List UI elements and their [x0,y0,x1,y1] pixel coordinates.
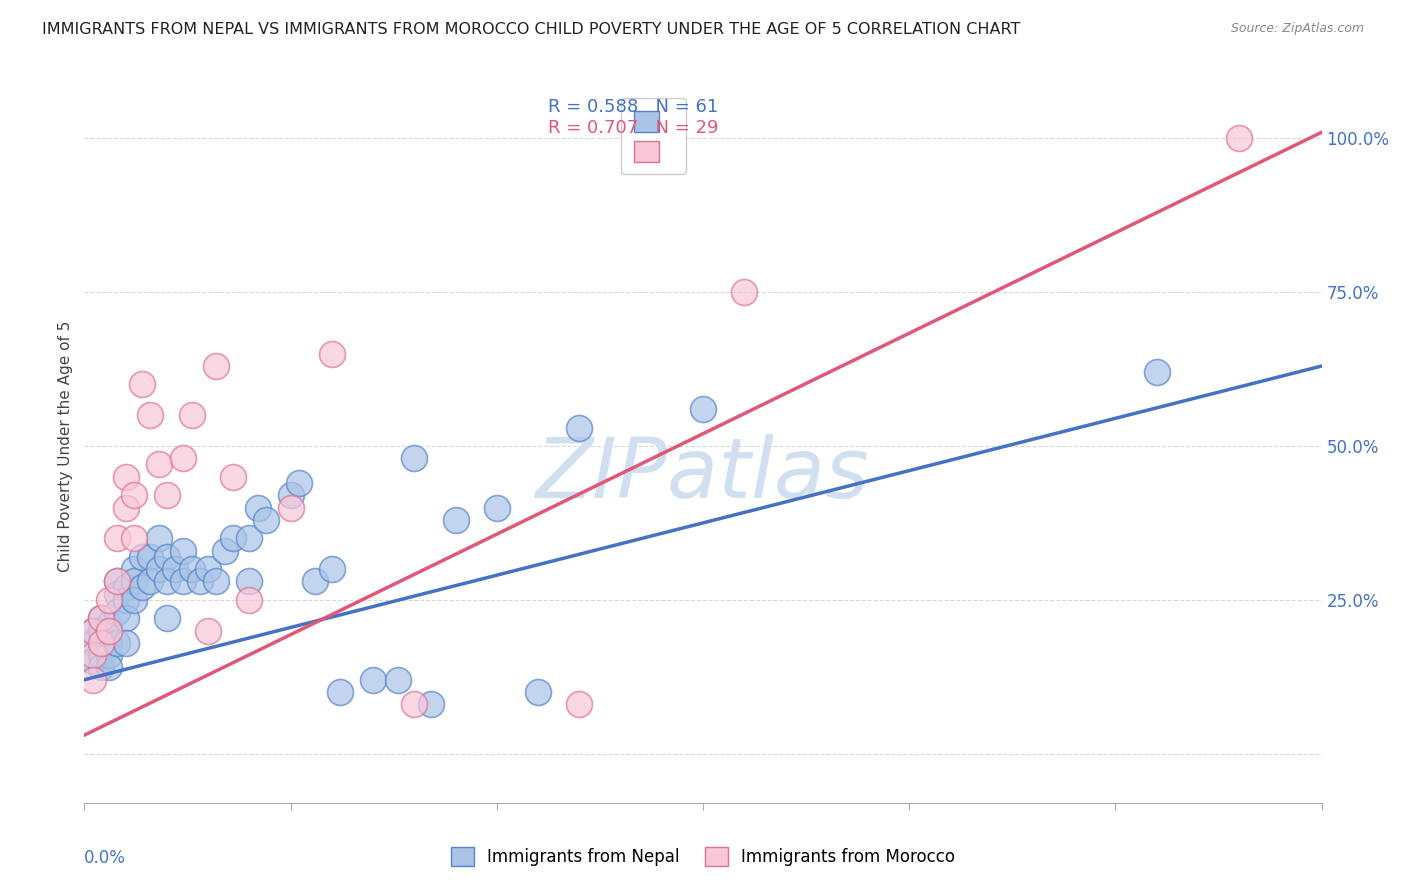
Point [90,624,112,638]
Point [404,698,426,712]
Point [329,685,352,699]
Point [105,574,128,589]
Point [188,574,211,589]
Point [131,377,153,392]
Point [205,359,228,373]
Point [90,660,112,674]
Point [238,574,260,589]
Point [82,624,104,638]
Point [139,409,162,423]
Point [98,660,121,674]
Point [197,624,219,638]
Point [122,562,145,576]
Point [114,581,136,595]
Point [214,543,236,558]
Point [105,574,128,589]
Point [222,469,245,483]
Point [172,543,194,558]
Legend: , : , [621,98,686,174]
Point [139,574,162,589]
Point [419,698,441,712]
Point [105,587,128,601]
Point [90,648,112,662]
Point [238,531,260,545]
Point [222,531,245,545]
Point [172,451,194,466]
Point [172,574,194,589]
Point [82,654,104,668]
Text: IMMIGRANTS FROM NEPAL VS IMMIGRANTS FROM MOROCCO CHILD POVERTY UNDER THE AGE OF : IMMIGRANTS FROM NEPAL VS IMMIGRANTS FROM… [42,22,1021,37]
Point [280,488,302,502]
Point [1146,365,1168,379]
Point [304,574,326,589]
Point [165,562,187,576]
Point [288,475,311,490]
Point [114,469,136,483]
Point [527,685,550,699]
Point [90,611,112,625]
Point [280,500,302,515]
Y-axis label: Child Poverty Under the Age of 5: Child Poverty Under the Age of 5 [58,320,73,572]
Text: R = 0.588   N = 61: R = 0.588 N = 61 [548,98,718,116]
Point [122,488,145,502]
Point [122,531,145,545]
Point [98,636,121,650]
Point [122,574,145,589]
Point [197,562,219,576]
Text: Source: ZipAtlas.com: Source: ZipAtlas.com [1230,22,1364,36]
Point [180,562,202,576]
Point [114,636,136,650]
Point [254,513,277,527]
Point [246,500,269,515]
Point [568,698,591,712]
Text: 0.0%: 0.0% [84,849,127,867]
Point [98,617,121,632]
Point [692,402,714,417]
Point [131,549,153,564]
Point [105,605,128,619]
Point [568,420,591,434]
Point [156,549,179,564]
Point [131,581,153,595]
Point [361,673,384,687]
Point [82,673,104,687]
Point [321,562,343,576]
Point [238,592,260,607]
Point [98,592,121,607]
Point [98,648,121,662]
Point [180,409,202,423]
Point [156,574,179,589]
Point [105,531,128,545]
Point [148,562,170,576]
Point [1227,131,1250,145]
Point [321,347,343,361]
Point [98,624,121,638]
Text: ZIPatlas: ZIPatlas [536,434,870,515]
Legend: Immigrants from Nepal, Immigrants from Morocco: Immigrants from Nepal, Immigrants from M… [443,838,963,875]
Point [114,611,136,625]
Point [90,611,112,625]
Point [82,624,104,638]
Point [139,549,162,564]
Point [148,531,170,545]
Point [444,513,467,527]
Point [82,636,104,650]
Point [733,285,755,300]
Point [148,458,170,472]
Point [404,451,426,466]
Point [122,592,145,607]
Point [156,611,179,625]
Point [114,592,136,607]
Point [90,642,112,657]
Point [90,636,112,650]
Point [205,574,228,589]
Point [114,500,136,515]
Text: R = 0.707   N = 29: R = 0.707 N = 29 [548,120,718,137]
Point [82,648,104,662]
Point [485,500,508,515]
Point [156,488,179,502]
Point [387,673,409,687]
Point [105,636,128,650]
Point [98,624,121,638]
